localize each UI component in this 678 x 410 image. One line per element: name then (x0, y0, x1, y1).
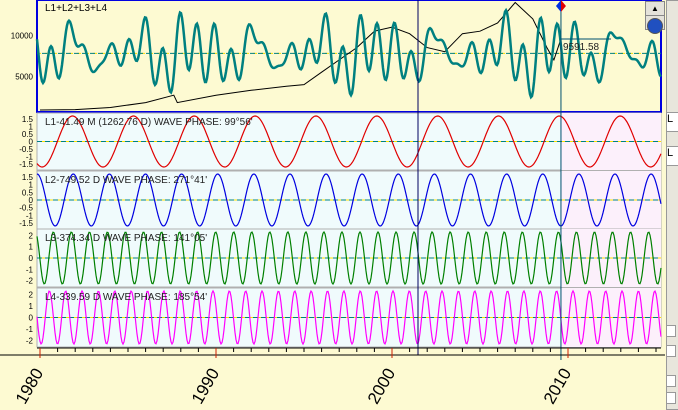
side-checkbox-3[interactable] (666, 375, 676, 387)
y-tick-label: 0 (29, 314, 34, 323)
y-tick-label: 5000 (15, 72, 33, 81)
scroll-up-button[interactable]: ▲ (645, 1, 665, 16)
y-tick-label: 1.5 (22, 173, 34, 182)
x-tick-label: 1980 (12, 365, 47, 407)
wave-l2 (36, 173, 662, 227)
y-tick-label: 0 (29, 138, 34, 147)
wave-label-l2: L2-749.52 D WAVE PHASE: 271°41' (45, 175, 207, 186)
wave-label-l1: L1-41.49 M (1262.76 D) WAVE PHASE: 99°56… (45, 117, 253, 128)
side-checkbox-4[interactable] (666, 392, 676, 404)
y-tick-label: -0.5 (19, 145, 33, 154)
y-tick-label: 10000 (11, 31, 34, 40)
globe-icon[interactable] (647, 18, 663, 34)
y-tick-label: 1 (29, 243, 34, 252)
wave-l1 (36, 115, 662, 168)
y-tick-label: 1 (29, 123, 34, 132)
y-tick-label: 0 (29, 196, 34, 205)
wave-l4 (36, 289, 662, 346)
y-tick-label: -2 (26, 277, 34, 286)
cursor-marker-icon (555, 0, 561, 12)
y-tick-label: 1 (29, 302, 34, 311)
side-checkbox-2[interactable] (666, 345, 676, 357)
y-tick-label: 1 (29, 181, 34, 190)
side-field-1[interactable]: L (666, 112, 678, 132)
cursor-marker-icon (560, 0, 566, 12)
y-tick-label: 2 (29, 231, 34, 240)
side-checkbox-1[interactable] (666, 325, 676, 337)
composite-wave (35, 7, 662, 100)
y-tick-label: -1 (26, 211, 34, 220)
y-tick-label: 0 (29, 254, 34, 263)
y-tick-label: -1 (26, 325, 34, 334)
y-tick-label: -1 (26, 265, 34, 274)
wave-label-l4: L4-339.59 D WAVE PHASE: 185°54' (45, 292, 207, 303)
y-tick-label: 2 (29, 290, 34, 299)
side-field-label: L (667, 113, 674, 125)
x-tick-label: 1990 (188, 365, 223, 407)
y-tick-label: 1.5 (22, 115, 34, 124)
y-tick-label: -1 (26, 153, 34, 162)
y-tick-label: -1.5 (19, 219, 33, 228)
composite-title: L1+L2+L3+L4 (45, 3, 107, 14)
side-field-2[interactable]: L (666, 146, 678, 166)
up-arrow-icon: ▲ (651, 4, 659, 13)
y-tick-label: 0.5 (22, 188, 34, 197)
wave-label-l3: L3-374.34 D WAVE PHASE: 141°05' (45, 233, 207, 244)
cursor-value: 9591.58 (563, 42, 600, 53)
y-tick-label: -2 (26, 337, 34, 346)
y-tick-label: -1.5 (19, 160, 33, 169)
wave-l3 (36, 230, 662, 286)
x-tick-label: 2010 (540, 365, 575, 407)
y-tick-label: 0.5 (22, 130, 34, 139)
top-panel (36, 0, 662, 113)
x-tick-label: 2000 (364, 365, 399, 407)
price-line (39, 1, 562, 111)
y-tick-label: -0.5 (19, 204, 33, 213)
side-field-label: L (667, 147, 674, 159)
